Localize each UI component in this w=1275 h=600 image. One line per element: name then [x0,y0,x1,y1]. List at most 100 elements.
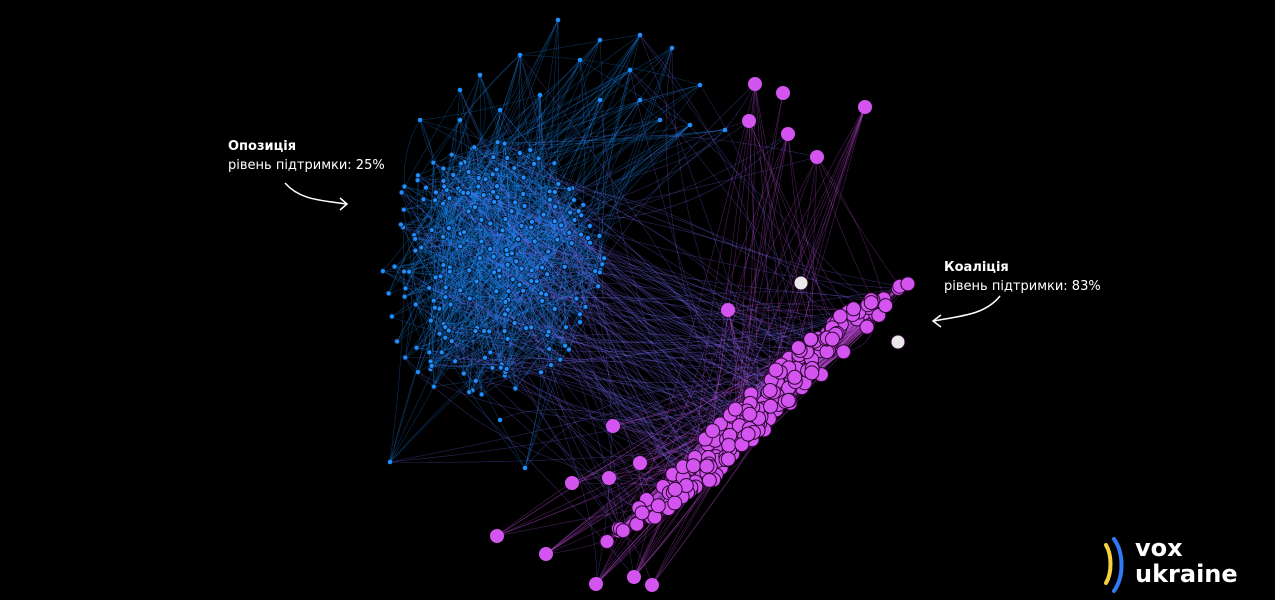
graph-edge [535,158,549,252]
graph-edge [583,204,777,411]
opposition-node [554,236,561,243]
opposition-node [599,261,606,268]
graph-edge [416,347,502,365]
opposition-node [528,218,536,225]
opposition-node [436,330,443,337]
graph-edge [382,270,444,325]
graph-edge [453,174,565,268]
graph-edge [569,232,612,585]
graph-edge [695,120,750,464]
graph-edge [515,202,582,235]
graph-edge [483,194,532,282]
opposition-node [431,304,438,311]
opposition-node [493,288,500,295]
graph-edge [574,219,703,478]
coalition-node [742,406,758,422]
graph-edge [443,264,570,350]
graph-edge [475,99,601,150]
graph-edge [505,124,691,303]
graph-edge [459,89,669,509]
graph-edge [440,34,641,277]
graph-edge [403,99,641,272]
opposition-node [501,328,508,335]
opposition-node [567,209,574,216]
graph-edge [433,175,480,387]
graph-edge [430,162,435,387]
graph-edge [568,271,596,350]
opposition-node [477,72,483,78]
graph-edge [421,69,631,248]
opposition-node [535,155,542,162]
graph-edge [449,271,465,374]
graph-edge [405,357,756,425]
graph-edge [479,258,491,353]
graph-edge [570,47,673,189]
opposition-node [490,253,497,260]
opposition-support: рівень підтримки: 25% [228,158,385,173]
coalition-node [780,392,796,408]
graph-edge [507,39,601,255]
graph-edge [475,148,550,192]
graph-edge [514,322,711,475]
graph-edge [475,149,603,265]
opposition-node [406,268,413,275]
graph-edge [415,234,600,240]
opposition-node [432,197,439,204]
graph-edge [492,69,631,175]
graph-edge [447,157,508,229]
graph-edge [489,248,790,401]
opposition-node [401,268,408,275]
opposition-node [388,313,396,320]
graph-edge [476,308,555,329]
graph-edge [505,218,674,493]
graph-edge [478,183,550,192]
graph-edge [489,248,561,360]
graph-edge [498,34,641,271]
opposition-node [637,32,643,38]
graph-edge [517,225,562,240]
graph-edge [408,271,508,340]
graph-edge [488,34,641,332]
graph-edge [435,277,765,431]
opposition-node [547,361,555,369]
graph-edge [504,239,558,332]
graph-edge [489,249,507,370]
opposition-node [418,244,425,251]
graph-edge [595,270,784,368]
graph-edge [439,333,696,464]
graph-edge [530,94,543,282]
graph-edge [431,229,507,251]
graph-edge [449,267,465,374]
graph-edge [499,109,721,425]
graph-edge [444,201,477,282]
graph-edge [451,219,482,342]
graph-edge [748,120,838,334]
opposition-node [580,201,587,209]
graph-edge [469,142,498,299]
graph-edge [600,69,631,271]
graph-edge [489,124,691,250]
graph-edge [514,202,555,222]
graph-edge [502,230,552,366]
graph-edge [451,154,495,203]
graph-edge [796,106,866,369]
graph-edge [496,152,521,292]
graph-edge [451,207,476,342]
graph-edge [409,188,572,273]
graph-edge [389,327,532,463]
graph-edge [421,198,450,248]
opposition-node [414,177,421,184]
graph-edge [429,331,490,353]
graph-edge [464,162,482,242]
graph-edge [457,188,506,302]
opposition-node [397,221,405,228]
logo-line-1: vox [1135,534,1183,562]
graph-edge [444,186,696,488]
opposition-node [442,293,449,301]
coalition-node [803,331,819,347]
graph-edge [402,226,789,372]
graph-edge [508,204,584,300]
graph-edge [468,171,513,254]
graph-edge [408,271,477,382]
graph-edge [434,200,486,358]
